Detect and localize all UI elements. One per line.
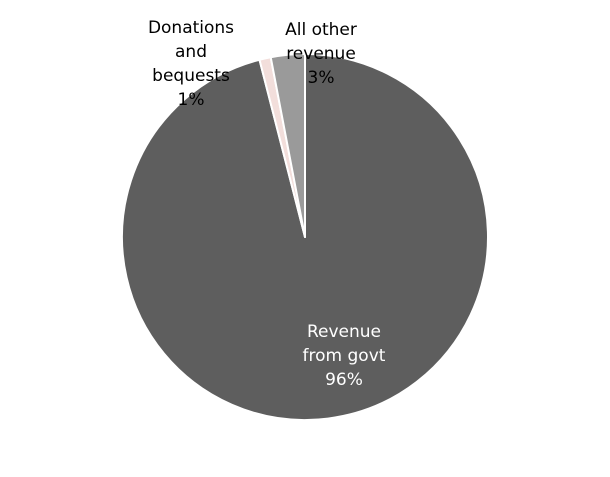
pie-slice-label-line: bequests	[152, 66, 230, 86]
pie-slice-label-2: All other revenue 3%	[285, 20, 357, 88]
pie-labels: Revenue from govt 96% Donations and bequests 1…	[148, 18, 386, 390]
pie-slice-label-line: revenue	[286, 44, 356, 64]
pie-slice-label-line: Donations	[148, 18, 234, 38]
pie-slices	[121, 53, 489, 421]
pie-slice-label-line: 3%	[308, 68, 335, 88]
pie-slice-label-line: 96%	[325, 370, 363, 390]
pie-slice-label-line: 1%	[178, 90, 205, 110]
pie-slice-label-0: Revenue from govt 96%	[303, 322, 386, 390]
pie-slice-label-line: from govt	[303, 346, 386, 366]
pie-slice-label-line: and	[175, 42, 207, 62]
pie-slice-label-1: Donations and bequests 1%	[148, 18, 234, 110]
pie-slice-label-line: Revenue	[307, 322, 381, 342]
pie-slice-label-line: All other	[285, 20, 357, 40]
pie-slice-2	[269, 53, 306, 238]
